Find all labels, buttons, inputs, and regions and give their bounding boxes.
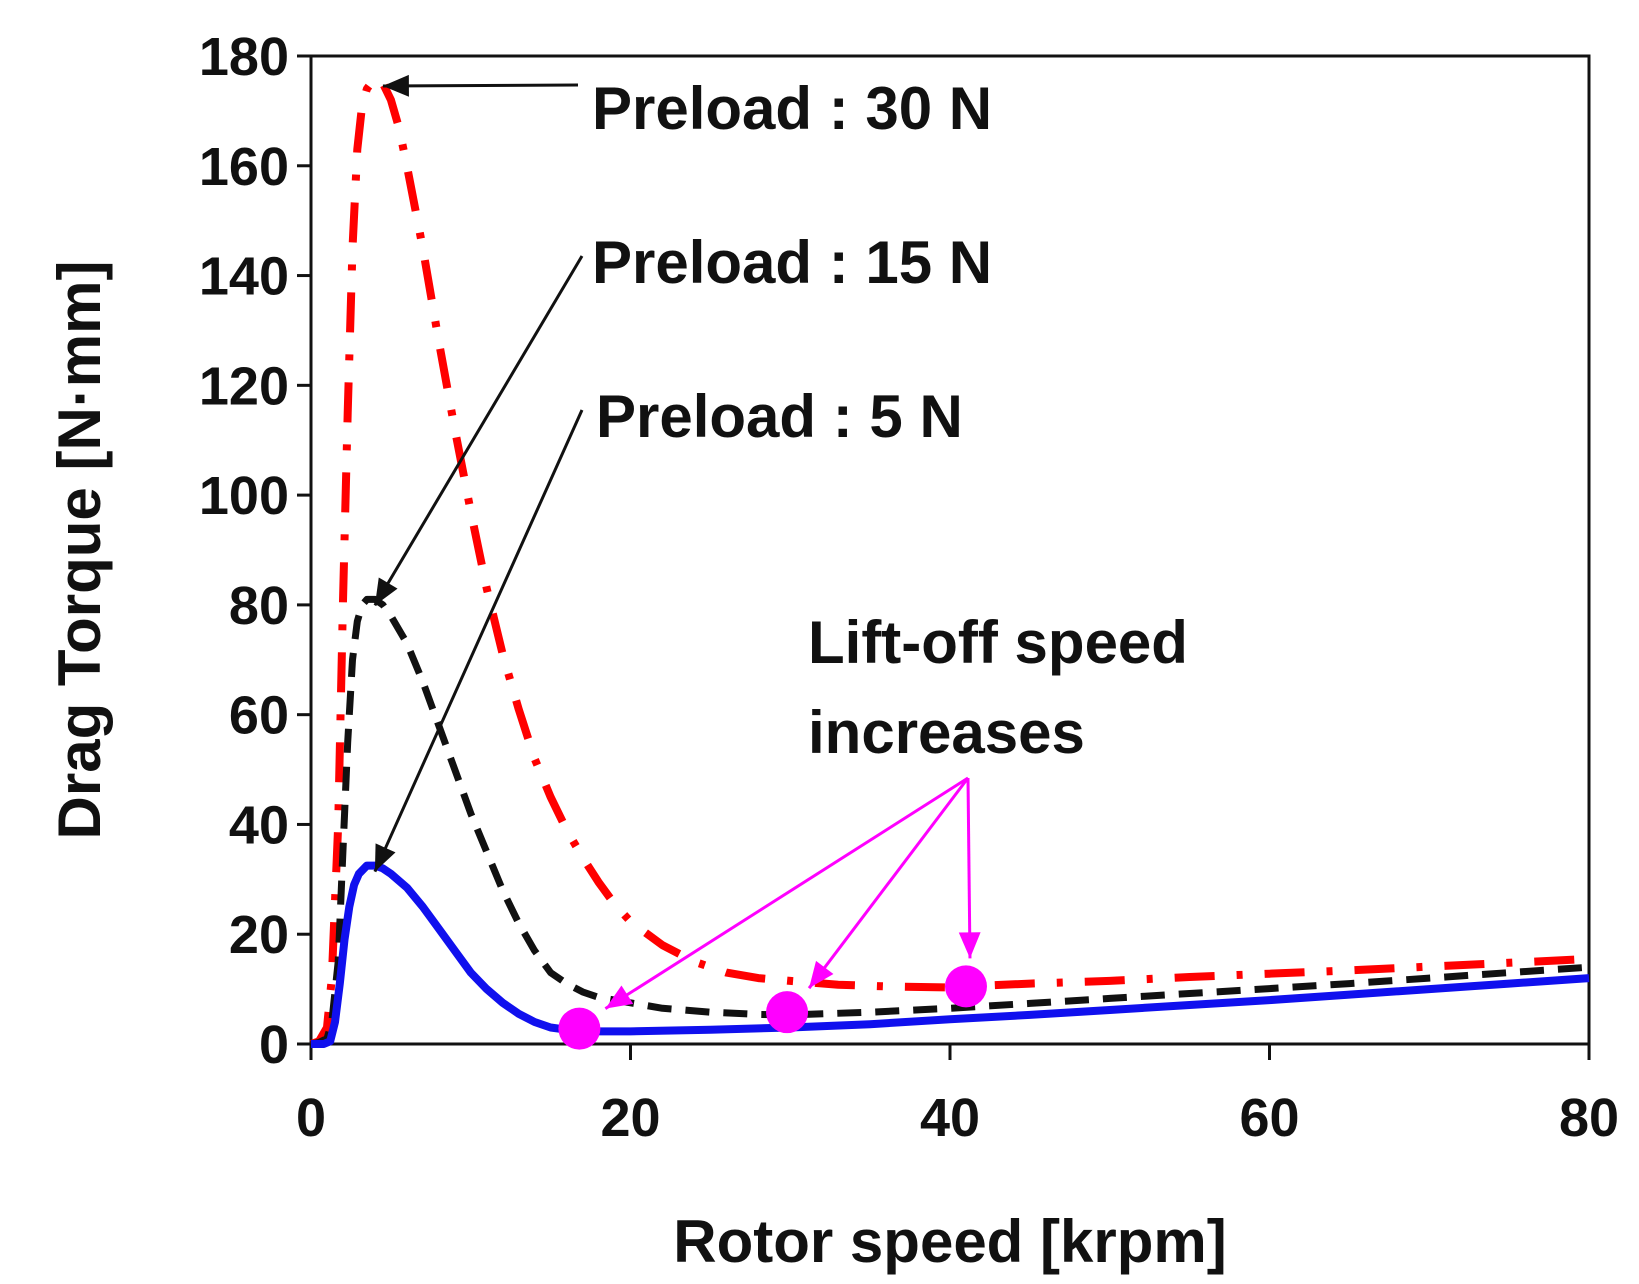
arrow-liftoff-2 (807, 777, 970, 990)
x-axis-label: Rotor speed [krpm] (673, 1208, 1226, 1275)
annotation-preload-5n: Preload : 5 N (596, 383, 963, 450)
x-tick-label: 40 (920, 1088, 980, 1148)
arrow-liftoff-1 (604, 776, 969, 1010)
lift-off-point (766, 991, 809, 1034)
plot-frame (309, 54, 1591, 1046)
arrow-liftoff-3 (958, 777, 981, 959)
y-axis-label: Drag Torque [N·mm] (46, 261, 113, 840)
y-axis-ticks: 0 20 40 60 80 100 120 140 160 180 (199, 27, 311, 1075)
series-line-preload-30n (309, 74, 1590, 1048)
x-tick-label: 0 (296, 1088, 326, 1148)
y-tick-label: 140 (199, 247, 289, 307)
y-tick-label: 160 (199, 137, 289, 197)
annotation-liftoff-line1: Lift-off speed (808, 609, 1188, 676)
arrow-preload-5n (373, 409, 584, 873)
y-tick-label: 20 (229, 905, 289, 965)
series-line-preload-15n (310, 595, 1590, 1048)
y-tick-label: 80 (229, 576, 289, 636)
y-tick-label: 60 (229, 686, 289, 746)
y-tick-label: 0 (259, 1015, 289, 1075)
annotation-arrows (373, 74, 981, 1010)
y-tick-label: 100 (199, 466, 289, 526)
lift-off-point (558, 1007, 601, 1050)
x-tick-label: 80 (1559, 1088, 1619, 1148)
x-axis-ticks: 0 20 40 60 80 (296, 1044, 1619, 1148)
x-tick-label: 60 (1239, 1088, 1299, 1148)
annotation-liftoff-line2: increases (808, 699, 1085, 766)
lift-off-point (944, 965, 987, 1008)
y-tick-label: 120 (199, 356, 289, 416)
y-tick-label: 40 (229, 795, 289, 855)
annotation-preload-15n: Preload : 15 N (592, 229, 992, 296)
annotation-preload-30n: Preload : 30 N (592, 75, 992, 142)
lift-off-markers (558, 965, 987, 1050)
series-line-preload-5n (311, 861, 1590, 1048)
arrow-preload-30n (382, 74, 579, 97)
y-tick-label: 180 (199, 27, 289, 87)
x-tick-label: 20 (600, 1088, 660, 1148)
arrow-preload-15n (373, 255, 584, 607)
